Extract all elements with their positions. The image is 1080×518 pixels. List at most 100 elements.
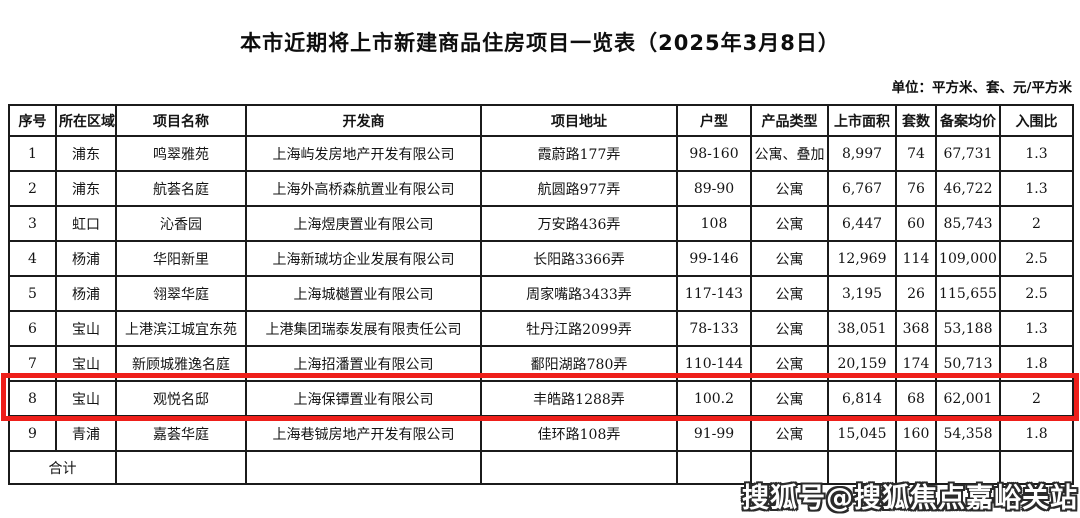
header-unit-type: 户型	[676, 104, 752, 137]
table-cell: 160	[895, 415, 937, 452]
table-cell: 98-160	[676, 135, 752, 172]
header-district: 所在区域	[55, 104, 117, 137]
table-cell: 上海外高桥森航置业有限公司	[245, 170, 482, 207]
table-cell: 74	[895, 135, 937, 172]
total-label: 合计	[8, 450, 117, 485]
table-cell: 观悦名邸	[115, 380, 247, 417]
table-cell: 2.5	[999, 275, 1074, 312]
table-cell: 上海煜庚置业有限公司	[245, 205, 482, 242]
table-cell: 26	[895, 275, 937, 312]
table-cell: 9	[8, 415, 57, 452]
table-row: 2 浦东 航荟名庭 上海外高桥森航置业有限公司 航圆路977弄 89-90 公寓 6,767 7…	[8, 170, 1074, 207]
header-listed-area: 上市面积	[827, 104, 897, 137]
table-cell	[245, 450, 482, 485]
table-cell: 115,655	[935, 275, 1001, 312]
table-cell: 浦东	[55, 135, 117, 172]
table-cell: 公寓	[750, 205, 829, 242]
table-cell: 杨浦	[55, 240, 117, 277]
header-no: 序号	[8, 104, 57, 137]
table-cell: 上港滨江城宜东苑	[115, 310, 247, 347]
table-cell	[999, 450, 1074, 485]
table-cell: 85,743	[935, 205, 1001, 242]
table-header-row: 序号 所在区域 项目名称 开发商 项目地址 户型 产品类型 上市面积 套数 备案…	[8, 104, 1074, 137]
header-avg-price: 备案均价	[935, 104, 1001, 137]
table-cell: 牡丹江路2099弄	[480, 310, 678, 347]
table-row: 5 杨浦 翎翠华庭 上海城樾置业有限公司 周家嘴路3433弄 117-143 公寓 3,195…	[8, 275, 1074, 312]
table-cell: 60	[895, 205, 937, 242]
table-cell: 1.3	[999, 135, 1074, 172]
table-cell: 2	[8, 170, 57, 207]
table-cell: 368	[895, 310, 937, 347]
table-cell: 6	[8, 310, 57, 347]
table-cell: 6,767	[827, 170, 897, 207]
table-cell: 12,969	[827, 240, 897, 277]
table-cell: 114	[895, 240, 937, 277]
table-cell: 68	[895, 380, 937, 417]
table-cell: 杨浦	[55, 275, 117, 312]
table-cell: 鄱阳湖路780弄	[480, 345, 678, 382]
header-developer: 开发商	[245, 104, 482, 137]
table-cell: 4	[8, 240, 57, 277]
table-cell: 丰皓路1288弄	[480, 380, 678, 417]
table-cell: 174	[895, 345, 937, 382]
table-cell: 91-99	[676, 415, 752, 452]
table-cell: 长阳路3366弄	[480, 240, 678, 277]
header-product-type: 产品类型	[750, 104, 829, 137]
table-cell: 2	[999, 205, 1074, 242]
table-row: 6 宝山 上港滨江城宜东苑 上港集团瑞泰发展有限责任公司 牡丹江路2099弄 78-133…	[8, 310, 1074, 347]
table-cell: 宝山	[55, 310, 117, 347]
total-row: 合计	[8, 450, 1074, 485]
table-cell: 78-133	[676, 310, 752, 347]
table-cell: 1	[8, 135, 57, 172]
table-cell: 38,051	[827, 310, 897, 347]
header-shortlist-ratio: 入围比	[999, 104, 1074, 137]
table-cell	[480, 450, 678, 485]
table-cell: 109,000	[935, 240, 1001, 277]
header-unit-count: 套数	[895, 104, 937, 137]
table-cell: 航荟名庭	[115, 170, 247, 207]
table-cell: 67,731	[935, 135, 1001, 172]
table-cell: 2	[999, 380, 1074, 417]
table-cell: 99-146	[676, 240, 752, 277]
table-cell: 公寓	[750, 380, 829, 417]
table-cell: 沁香园	[115, 205, 247, 242]
table-cell: 上海保镡置业有限公司	[245, 380, 482, 417]
table-cell: 公寓	[750, 170, 829, 207]
table-cell: 周家嘴路3433弄	[480, 275, 678, 312]
table-cell: 1.3	[999, 170, 1074, 207]
table-cell: 上港集团瑞泰发展有限责任公司	[245, 310, 482, 347]
table-cell: 7	[8, 345, 57, 382]
table-cell: 公寓	[750, 415, 829, 452]
table-cell: 翎翠华庭	[115, 275, 247, 312]
table-cell: 航圆路977弄	[480, 170, 678, 207]
table-cell: 6,447	[827, 205, 897, 242]
table-cell: 50,713	[935, 345, 1001, 382]
table-cell: 8,997	[827, 135, 897, 172]
table-cell: 万安路436弄	[480, 205, 678, 242]
table-cell: 1.8	[999, 345, 1074, 382]
table-cell: 新顾城雅逸名庭	[115, 345, 247, 382]
table-cell: 54,358	[935, 415, 1001, 452]
table-cell: 108	[676, 205, 752, 242]
table-cell: 15,045	[827, 415, 897, 452]
table-cell: 6,814	[827, 380, 897, 417]
table-cell: 浦东	[55, 170, 117, 207]
table-cell: 鸣翠雅苑	[115, 135, 247, 172]
table-row: 4 杨浦 华阳新里 上海新珹坊企业发展有限公司 长阳路3366弄 99-146 公寓 12,9…	[8, 240, 1074, 277]
table-cell: 100.2	[676, 380, 752, 417]
table-cell: 宝山	[55, 345, 117, 382]
table-cell: 上海城樾置业有限公司	[245, 275, 482, 312]
table-cell: 5	[8, 275, 57, 312]
table-cell	[935, 450, 1001, 485]
table-cell: 上海新珹坊企业发展有限公司	[245, 240, 482, 277]
table-cell	[676, 450, 752, 485]
table-cell: 8	[8, 380, 57, 417]
table-cell: 公寓	[750, 345, 829, 382]
table-cell: 89-90	[676, 170, 752, 207]
table-cell: 虹口	[55, 205, 117, 242]
table-cell: 117-143	[676, 275, 752, 312]
table-cell: 佳环路108弄	[480, 415, 678, 452]
table-cell: 46,722	[935, 170, 1001, 207]
table-row: 8 宝山 观悦名邸 上海保镡置业有限公司 丰皓路1288弄 100.2 公寓 6,814 68 6…	[8, 380, 1074, 417]
table-row: 3 虹口 沁香园 上海煜庚置业有限公司 万安路436弄 108 公寓 6,447 60 85,74…	[8, 205, 1074, 242]
